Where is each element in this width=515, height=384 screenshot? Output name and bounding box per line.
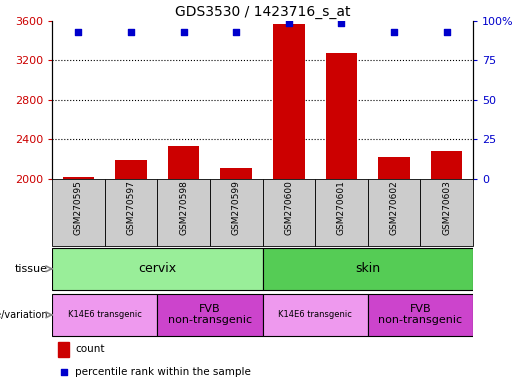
- Point: [127, 29, 135, 35]
- Point: [390, 29, 398, 35]
- Bar: [368, 294, 473, 336]
- Point: [285, 20, 293, 26]
- Bar: [273, 23, 304, 179]
- Text: skin: skin: [355, 262, 380, 275]
- Point: [337, 20, 346, 26]
- Point: [232, 29, 241, 35]
- Point: [179, 29, 187, 35]
- Bar: [263, 248, 473, 290]
- Bar: [52, 179, 105, 246]
- Bar: [52, 294, 157, 336]
- Text: GSM270600: GSM270600: [284, 180, 294, 235]
- Bar: [52, 248, 263, 290]
- Bar: [105, 179, 157, 246]
- Title: GDS3530 / 1423716_s_at: GDS3530 / 1423716_s_at: [175, 5, 350, 19]
- Text: GSM270595: GSM270595: [74, 180, 83, 235]
- Text: GSM270603: GSM270603: [442, 180, 451, 235]
- Text: count: count: [75, 344, 105, 354]
- Bar: [62, 177, 94, 179]
- Bar: [115, 161, 147, 179]
- Text: GSM270601: GSM270601: [337, 180, 346, 235]
- Text: genotype/variation: genotype/variation: [0, 310, 48, 320]
- Text: GSM270599: GSM270599: [232, 180, 241, 235]
- Bar: [210, 179, 263, 246]
- Point: [59, 369, 67, 375]
- Bar: [220, 168, 252, 179]
- Bar: [315, 179, 368, 246]
- Text: tissue: tissue: [15, 264, 48, 274]
- Bar: [263, 179, 315, 246]
- Bar: [420, 179, 473, 246]
- Text: K14E6 transgenic: K14E6 transgenic: [278, 310, 352, 319]
- Bar: [157, 179, 210, 246]
- Text: GSM270602: GSM270602: [389, 180, 399, 235]
- Text: GSM270597: GSM270597: [127, 180, 135, 235]
- Bar: [263, 294, 368, 336]
- Text: cervix: cervix: [138, 262, 176, 275]
- Bar: [325, 53, 357, 179]
- Text: FVB
non-transgenic: FVB non-transgenic: [379, 305, 462, 325]
- Point: [74, 29, 82, 35]
- Text: K14E6 transgenic: K14E6 transgenic: [67, 310, 142, 319]
- Point: [442, 29, 451, 35]
- Bar: [168, 146, 199, 179]
- Bar: [157, 294, 263, 336]
- Bar: [368, 179, 420, 246]
- Text: FVB
non-transgenic: FVB non-transgenic: [168, 305, 252, 325]
- Bar: [379, 157, 410, 179]
- Bar: [58, 342, 69, 357]
- Text: percentile rank within the sample: percentile rank within the sample: [75, 367, 251, 377]
- Bar: [431, 151, 462, 179]
- Text: GSM270598: GSM270598: [179, 180, 188, 235]
